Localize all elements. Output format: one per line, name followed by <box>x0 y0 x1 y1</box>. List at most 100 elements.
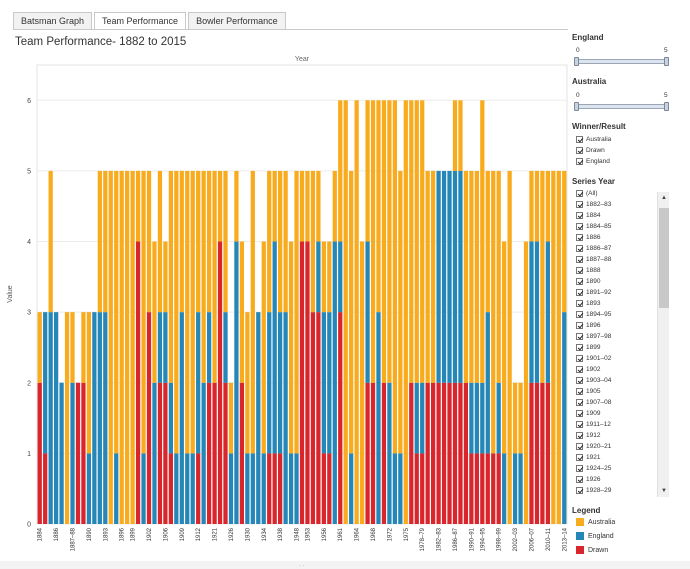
checkbox-checked-icon[interactable] <box>576 266 583 274</box>
series-year-option[interactable]: 1926 <box>576 474 600 484</box>
series-year-option[interactable]: 1924–25 <box>576 463 611 473</box>
bar-segment-drawn <box>305 241 310 525</box>
checkbox-checked-icon[interactable] <box>576 189 583 197</box>
bar-segment-australia <box>103 170 108 313</box>
series-year-option[interactable]: 1882–83 <box>576 199 611 209</box>
series-year-option[interactable]: 1891–92 <box>576 287 611 297</box>
series-year-option[interactable]: (All) <box>576 188 598 198</box>
checkbox-checked-icon[interactable] <box>576 431 583 439</box>
series-year-option[interactable]: 1888 <box>576 265 600 275</box>
checkbox-checked-icon[interactable] <box>576 233 583 241</box>
winner-result-option[interactable]: England <box>576 156 610 166</box>
series-year-option[interactable]: 1911–12 <box>576 419 611 429</box>
series-year-option-label: 1907–08 <box>586 398 612 406</box>
series-year-option[interactable]: 1884–85 <box>576 221 611 231</box>
series-year-option[interactable]: 1899 <box>576 342 600 352</box>
scroll-thumb[interactable] <box>659 208 669 308</box>
series-year-option[interactable]: 1903–04 <box>576 375 611 385</box>
australia-slider-track[interactable] <box>576 104 668 109</box>
bar-segment-australia <box>545 170 551 242</box>
series-year-option[interactable]: 1893 <box>576 298 600 308</box>
series-year-option[interactable]: 1902 <box>576 364 600 374</box>
bar-segment-australia <box>141 170 146 454</box>
series-year-scrollbar[interactable]: ▲ ▼ <box>657 192 669 497</box>
checkbox-checked-icon[interactable] <box>576 486 583 494</box>
bar-segment-australia <box>392 100 398 454</box>
checkbox-checked-icon[interactable] <box>576 365 583 373</box>
checkbox-checked-icon[interactable] <box>576 288 583 296</box>
winner-result-option[interactable]: Drawn <box>576 145 605 155</box>
bar-segment-australia <box>288 241 294 454</box>
y-tick-label: 0 <box>27 522 31 529</box>
checkbox-checked-icon[interactable] <box>576 409 583 417</box>
bar-segment-england <box>349 453 354 524</box>
checkbox-checked-icon[interactable] <box>576 475 583 483</box>
australia-slider-max-handle[interactable] <box>664 102 669 111</box>
checkbox-checked-icon[interactable] <box>576 255 583 263</box>
series-year-option[interactable]: 1884 <box>576 210 600 220</box>
checkbox-checked-icon[interactable] <box>576 332 583 340</box>
england-slider-min-handle[interactable] <box>574 57 579 66</box>
x-tick-label: 1938 <box>278 527 284 541</box>
bar-segment-england <box>97 312 102 524</box>
series-year-option[interactable]: 1897–98 <box>576 331 611 341</box>
bar-segment-england <box>234 241 239 525</box>
checkbox-checked-icon[interactable] <box>576 222 583 230</box>
checkbox-checked-icon[interactable] <box>576 453 583 461</box>
england-slider-max-handle[interactable] <box>664 57 669 66</box>
checkbox-checked-icon[interactable] <box>576 387 583 395</box>
winner-result-option[interactable]: Australia <box>576 134 611 144</box>
checkbox-checked-icon[interactable] <box>576 157 583 165</box>
resize-grip-icon[interactable]: · · <box>299 563 305 569</box>
series-year-option[interactable]: 1894–95 <box>576 309 611 319</box>
bar-segment-drawn <box>278 453 283 524</box>
checkbox-checked-icon[interactable] <box>576 442 583 450</box>
checkbox-checked-icon[interactable] <box>576 343 583 351</box>
series-year-option[interactable]: 1890 <box>576 276 600 286</box>
checkbox-checked-icon[interactable] <box>576 321 583 329</box>
checkbox-checked-icon[interactable] <box>576 376 583 384</box>
series-year-option[interactable]: 1896 <box>576 320 600 330</box>
england-slider-track[interactable] <box>576 59 668 64</box>
bar-segment-australia <box>272 170 277 242</box>
x-tick-label: 1886 <box>54 527 60 541</box>
bar-segment-australia <box>387 100 392 383</box>
bar-segment-australia <box>349 170 354 454</box>
checkbox-checked-icon[interactable] <box>576 200 583 208</box>
bar-segment-england <box>223 312 228 383</box>
series-year-option[interactable]: 1928–29 <box>576 485 611 495</box>
series-year-option[interactable]: 1886 <box>576 232 600 242</box>
checkbox-checked-icon[interactable] <box>576 310 583 318</box>
series-year-option[interactable]: 1886–87 <box>576 243 611 253</box>
checkbox-checked-icon[interactable] <box>576 146 583 154</box>
series-year-option[interactable]: 1901–02 <box>576 353 611 363</box>
checkbox-checked-icon[interactable] <box>576 135 583 143</box>
tab-batsman-graph[interactable]: Batsman Graph <box>13 12 93 29</box>
australia-slider-min-handle[interactable] <box>574 102 579 111</box>
bar-segment-australia <box>179 170 184 313</box>
scroll-up-icon[interactable]: ▲ <box>661 195 667 201</box>
checkbox-checked-icon[interactable] <box>576 299 583 307</box>
tab-bowler-performance[interactable]: Bowler Performance <box>188 12 286 29</box>
series-year-option[interactable]: 1921 <box>576 452 600 462</box>
bar-segment-england <box>283 312 288 524</box>
checkbox-checked-icon[interactable] <box>576 420 583 428</box>
series-year-option[interactable]: 1909 <box>576 408 600 418</box>
checkbox-checked-icon[interactable] <box>576 244 583 252</box>
checkbox-checked-icon[interactable] <box>576 277 583 285</box>
series-year-option[interactable]: 1912 <box>576 430 600 440</box>
bar-segment-england <box>441 170 447 383</box>
bar-segment-australia <box>359 241 365 525</box>
bar-segment-australia <box>299 170 305 242</box>
series-year-option[interactable]: 1887–88 <box>576 254 611 264</box>
checkbox-checked-icon[interactable] <box>576 354 583 362</box>
checkbox-checked-icon[interactable] <box>576 464 583 472</box>
tab-team-performance[interactable]: Team Performance <box>94 12 187 29</box>
series-year-option[interactable]: 1907–08 <box>576 397 611 407</box>
checkbox-checked-icon[interactable] <box>576 398 583 406</box>
scroll-down-icon[interactable]: ▼ <box>661 488 667 494</box>
series-year-option[interactable]: 1920–21 <box>576 441 611 451</box>
y-tick-label: 1 <box>27 451 31 458</box>
checkbox-checked-icon[interactable] <box>576 211 583 219</box>
series-year-option[interactable]: 1905 <box>576 386 600 396</box>
